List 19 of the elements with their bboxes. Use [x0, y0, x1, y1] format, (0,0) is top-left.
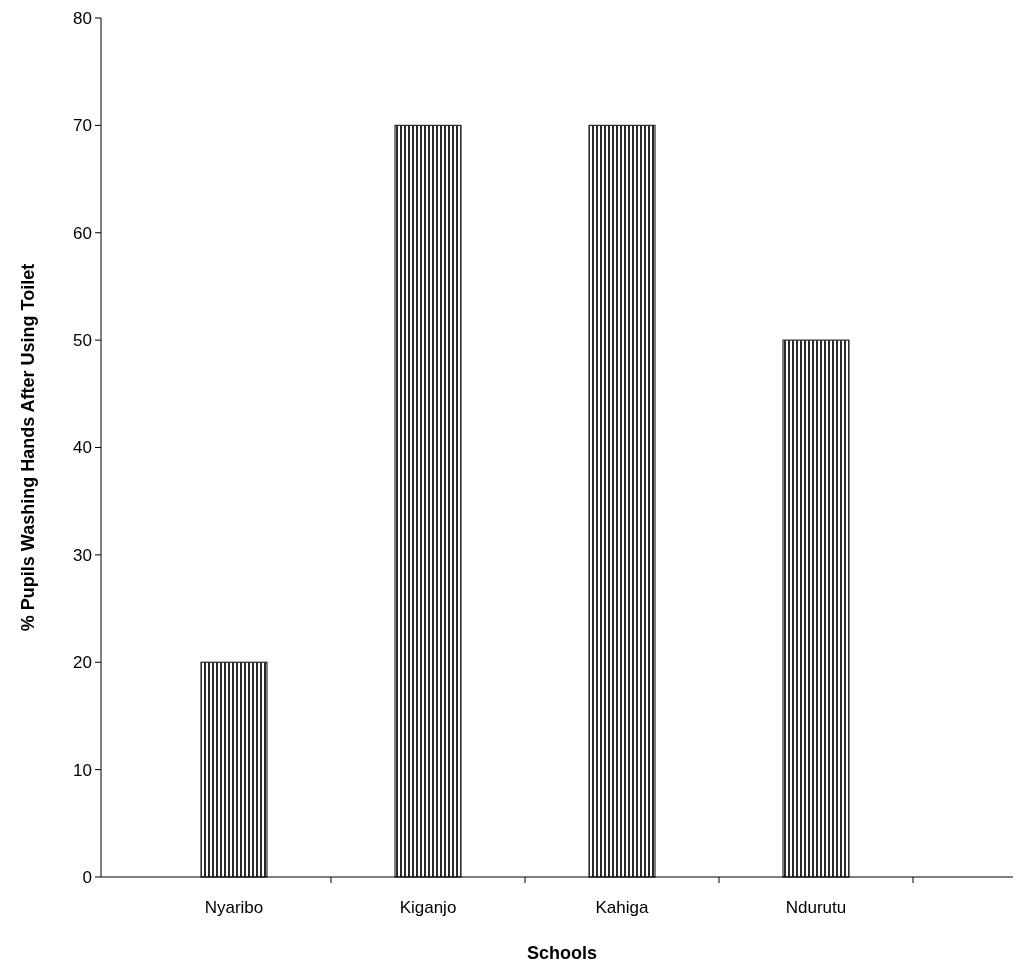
y-tick-label: 0	[82, 867, 92, 887]
x-tick-label: Kiganjo	[399, 898, 457, 917]
x-tick-label: Nyaribo	[204, 898, 264, 917]
y-tick-label: 10	[73, 760, 92, 780]
y-axis-title: % Pupils Washing Hands After Using Toilet	[18, 263, 38, 632]
bar	[200, 661, 268, 878]
y-tick-label: 80	[73, 8, 92, 28]
y-tick-label: 40	[73, 438, 92, 458]
y-tick-label: 50	[73, 331, 92, 351]
x-axis-title: Schools	[526, 943, 598, 963]
bar	[588, 124, 656, 878]
y-tick-label: 60	[73, 223, 92, 243]
x-tick-label: Ndurutu	[785, 898, 847, 917]
y-tick-label: 30	[73, 545, 92, 565]
y-tick-label: 20	[73, 653, 92, 673]
x-tick-label: Kahiga	[595, 898, 650, 917]
bar	[782, 339, 850, 878]
bar	[394, 124, 462, 878]
y-tick-label: 70	[73, 116, 92, 136]
